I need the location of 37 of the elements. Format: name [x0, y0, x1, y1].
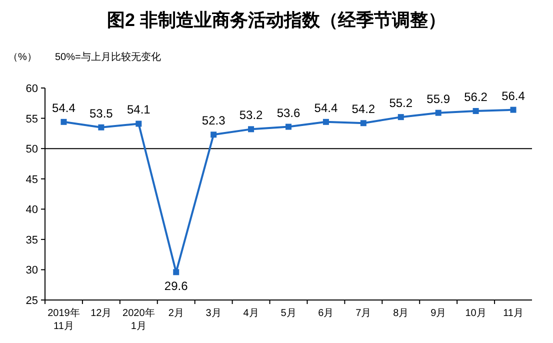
y-tick-label: 50 [26, 144, 38, 156]
y-tick-label: 30 [26, 264, 38, 277]
x-tick-label: 2019年 11月 [48, 307, 80, 332]
x-tick-label: 2020年 1月 [122, 307, 155, 332]
data-label: 54.4 [52, 100, 76, 115]
x-tick-label: 3月 [206, 308, 222, 319]
x-tick-label: 9月 [430, 308, 446, 319]
x-tick-label: 11月 [503, 308, 524, 319]
x-tick-label: 6月 [318, 308, 334, 319]
y-tick-label: 35 [26, 234, 38, 246]
data-label: 53.6 [276, 106, 300, 120]
data-label: 52.3 [202, 114, 226, 128]
data-label: 54.1 [126, 102, 151, 117]
data-label: 53.5 [90, 106, 114, 120]
y-tick-label: 40 [26, 204, 38, 216]
data-label: 54.2 [352, 102, 376, 116]
data-label: 54.4 [314, 100, 338, 115]
x-tick-label: 4月 [243, 308, 259, 319]
x-tick-label: 10月 [465, 308, 486, 319]
y-tick-label: 55 [26, 113, 38, 126]
data-label: 56.4 [502, 88, 526, 103]
x-tick-label: 2月 [168, 308, 184, 319]
x-tick-label: 7月 [356, 308, 372, 319]
y-tick-label: 60 [26, 83, 38, 95]
data-label: 56.2 [464, 90, 488, 104]
x-tick-label: 12月 [90, 308, 112, 319]
y-axis-title: （%） [8, 52, 37, 63]
text: 50%=与上月比较无变化 [55, 51, 161, 63]
x-tick-label: 8月 [393, 308, 409, 319]
y-tick-label: 45 [26, 174, 38, 186]
data-label: 55.9 [426, 92, 450, 106]
data-label: 55.2 [389, 96, 413, 110]
x-tick-label: 5月 [280, 308, 296, 319]
y-tick-label: 25 [26, 295, 38, 307]
data-label: 53.2 [239, 108, 264, 122]
data-label: 29.6 [164, 279, 188, 294]
chart-title: 图2 非制造业商务活动指数（经季节调整） [106, 10, 446, 30]
